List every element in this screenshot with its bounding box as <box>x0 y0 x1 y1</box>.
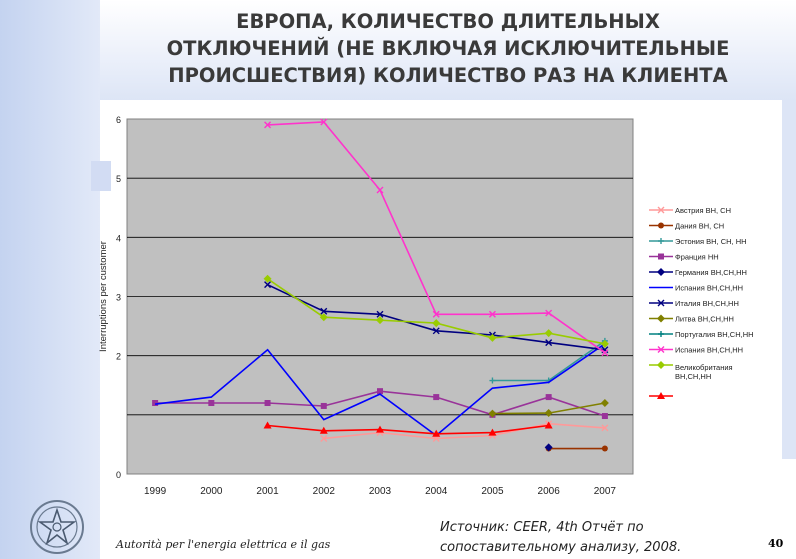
source-note: Источник: CEER, 4th Отчёт по сопоставите… <box>440 518 681 558</box>
data-point <box>545 339 553 347</box>
data-point <box>433 394 440 401</box>
page-number: 40 <box>768 537 784 550</box>
series-line <box>267 424 549 435</box>
legend-label: Германия ВН,СН,НН <box>675 268 747 277</box>
x-tick-label: 2001 <box>256 486 279 497</box>
x-tick-label: 2002 <box>313 486 336 497</box>
left-decor-band <box>0 0 100 559</box>
data-point <box>488 409 497 418</box>
data-point <box>432 319 441 328</box>
data-point <box>376 310 384 318</box>
y-tick-label: 4 <box>116 233 121 243</box>
data-point <box>208 400 215 406</box>
legend-swatch-marker <box>657 268 665 276</box>
legend-label: ВН,СН,НН <box>675 372 711 381</box>
data-point <box>544 421 553 429</box>
data-point <box>152 400 159 406</box>
data-point <box>545 394 552 401</box>
x-tick-label: 2003 <box>369 486 392 497</box>
title-line-2: ОТКЛЮЧЕНИЙ (НЕ ВКЛЮЧАЯ ИСКЛЮЧИТЕЛЬНЫЕ <box>166 37 730 60</box>
x-tick-label: 2007 <box>594 486 617 497</box>
data-point <box>376 186 384 194</box>
data-point <box>377 388 383 395</box>
data-point <box>601 349 609 357</box>
data-point <box>320 402 327 409</box>
data-point <box>601 424 609 432</box>
data-point <box>264 281 272 289</box>
legend-swatch-marker <box>657 346 665 353</box>
legend-swatch-marker <box>657 392 665 399</box>
emblem-icon <box>30 500 84 554</box>
data-point <box>319 313 328 322</box>
data-point <box>432 429 441 437</box>
data-point <box>601 413 608 420</box>
data-point <box>488 333 497 342</box>
data-point <box>544 443 553 452</box>
data-point <box>376 316 384 325</box>
data-point <box>264 400 271 406</box>
authority-name: Autorità per l'energia elettrica e il ga… <box>116 538 331 551</box>
x-tick-label: 2004 <box>425 486 448 497</box>
data-point <box>545 309 553 317</box>
legend-swatch-marker <box>657 361 665 369</box>
data-point <box>320 118 328 126</box>
data-point <box>263 421 272 429</box>
y-axis-label: Interruptions per customer <box>98 241 109 352</box>
y-tick-label: 0 <box>116 470 121 480</box>
data-point <box>376 425 384 433</box>
data-point <box>601 445 608 452</box>
series-line <box>323 422 605 440</box>
legend-swatch-marker <box>657 314 665 323</box>
data-point <box>544 409 553 418</box>
y-tick-label: 3 <box>116 293 121 303</box>
legend-label: Испания ВН,СН,НН <box>675 284 743 293</box>
data-point <box>263 274 272 283</box>
legend-label: Литва ВН,СН,НН <box>675 315 734 324</box>
x-tick-label: 2000 <box>200 486 223 497</box>
y-tick-label: 2 <box>116 352 121 362</box>
legend-label: Франция НН <box>675 253 719 262</box>
legend-swatch-marker <box>658 253 664 260</box>
title-line-1: ЕВРОПА, КОЛИЧЕСТВО ДЛИТЕЛЬНЫХ <box>236 10 660 33</box>
data-point <box>600 339 609 348</box>
legend-label: Австрия ВН, СН <box>675 206 731 215</box>
data-point <box>264 121 272 129</box>
data-point <box>432 310 440 318</box>
source-line-1: Источник: CEER, 4th Отчёт по <box>440 520 644 535</box>
x-tick-label: 1999 <box>144 486 167 497</box>
x-tick-label: 2005 <box>481 486 504 497</box>
source-line-2: сопоставительному анализу, 2008. <box>440 540 682 555</box>
x-tick-label: 2006 <box>538 486 561 497</box>
legend-swatch-marker <box>658 238 664 244</box>
data-point <box>488 428 497 436</box>
y-tick-label: 5 <box>116 174 121 184</box>
slide-title: ЕВРОПА, КОЛИЧЕСТВО ДЛИТЕЛЬНЫХ ОТКЛЮЧЕНИЙ… <box>100 8 796 89</box>
legend-swatch-marker <box>657 299 665 307</box>
legend-swatch-marker <box>658 331 664 337</box>
decor-square <box>91 161 111 191</box>
legend-label: Дания ВН, СН <box>675 222 724 231</box>
data-point <box>544 329 553 338</box>
series-line <box>154 343 606 437</box>
legend-label: Португалия ВН,СН,НН <box>675 330 754 339</box>
data-point <box>320 307 328 315</box>
legend-label: Великобритания <box>675 363 733 372</box>
data-point <box>319 426 328 434</box>
title-line-3: ПРОИСШЕСТВИЯ) КОЛИЧЕСТВО РАЗ НА КЛИЕНТА <box>168 64 728 87</box>
data-point <box>320 435 328 442</box>
legend-swatch-marker <box>657 206 665 214</box>
legend-label: Испания ВН,СН,НН <box>675 346 743 355</box>
right-decor-band <box>782 100 796 459</box>
data-point <box>600 399 609 407</box>
data-point <box>432 327 440 335</box>
y-tick-label: 6 <box>116 115 121 125</box>
data-point <box>488 310 496 318</box>
legend-label: Италия ВН,СН,НН <box>675 299 739 308</box>
data-point <box>489 377 496 384</box>
title-band <box>100 0 796 100</box>
legend-swatch-marker <box>658 222 664 229</box>
legend-label: Эстония ВН, СН, НН <box>675 237 747 246</box>
